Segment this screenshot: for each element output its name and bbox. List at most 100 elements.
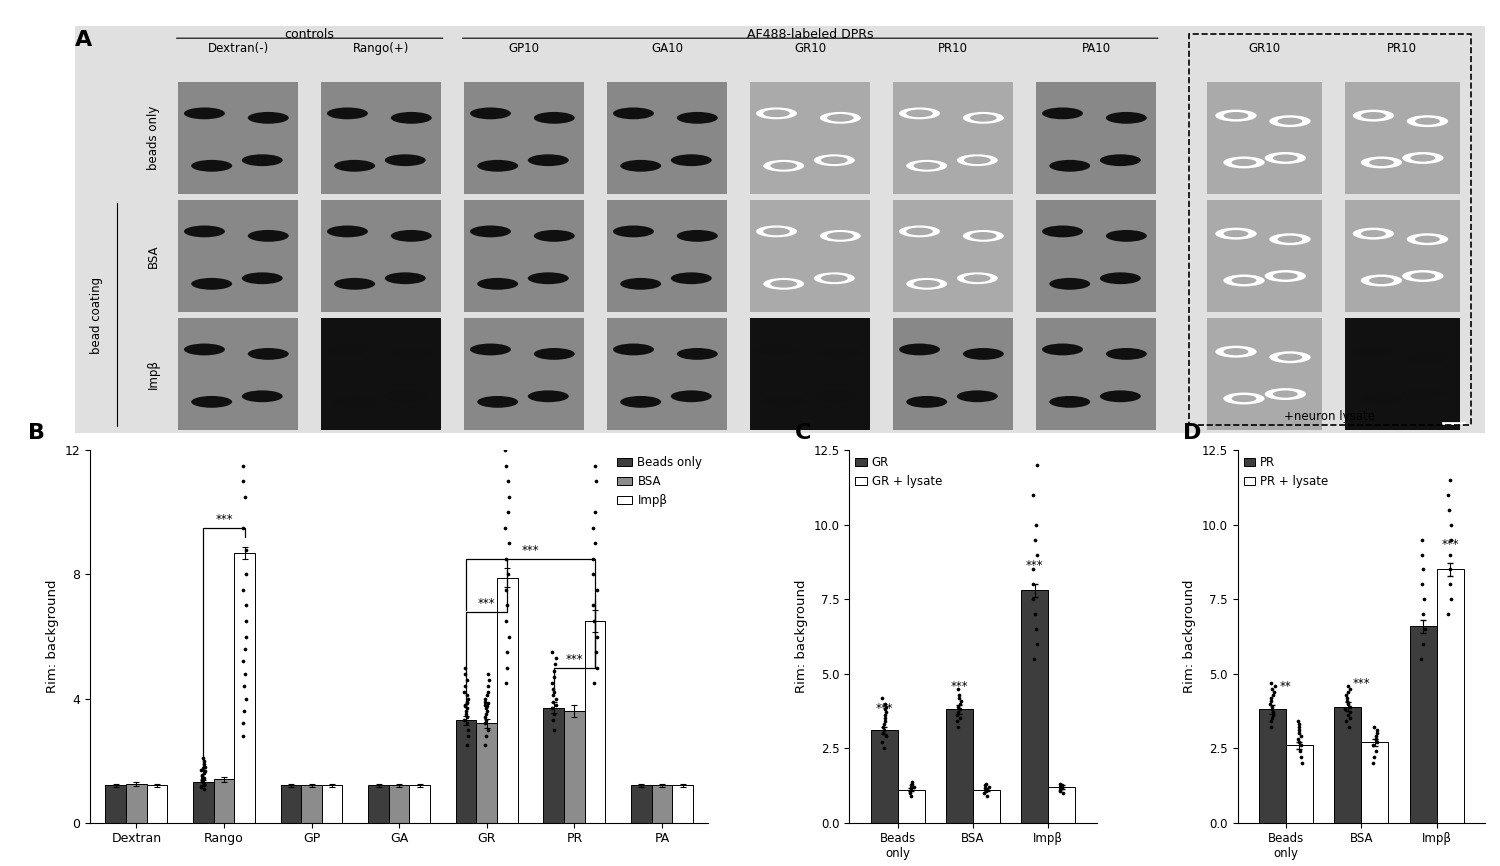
Bar — [1036, 318, 1156, 430]
Circle shape — [1353, 346, 1394, 358]
Circle shape — [1106, 348, 1148, 359]
Point — [544, 692, 568, 706]
Text: PR10: PR10 — [938, 42, 968, 55]
Bar — [1036, 82, 1156, 194]
Point — [1287, 723, 1311, 737]
Point — [1362, 756, 1386, 770]
Point — [871, 727, 895, 740]
Point — [898, 781, 922, 795]
Point — [1365, 723, 1389, 737]
Circle shape — [821, 275, 848, 282]
Bar — [178, 318, 298, 430]
Text: BSA: BSA — [147, 244, 159, 268]
Circle shape — [614, 107, 654, 120]
Point — [231, 521, 255, 535]
Text: GR10: GR10 — [1248, 42, 1281, 55]
Point — [1258, 691, 1282, 705]
Text: Dextran(-): Dextran(-) — [207, 42, 268, 55]
Point — [873, 702, 897, 716]
Point — [584, 475, 608, 488]
Circle shape — [906, 160, 946, 171]
Point — [1408, 652, 1432, 666]
Point — [474, 708, 498, 721]
Point — [494, 443, 517, 457]
Circle shape — [392, 348, 432, 359]
Circle shape — [334, 278, 375, 290]
Point — [582, 521, 606, 535]
Point — [494, 614, 517, 628]
Circle shape — [528, 391, 568, 402]
Circle shape — [1269, 352, 1311, 363]
Circle shape — [392, 112, 432, 124]
Point — [496, 536, 520, 551]
Point — [542, 714, 566, 727]
Point — [542, 670, 566, 684]
Point — [948, 696, 972, 710]
Bar — [410, 785, 430, 823]
Point — [1286, 733, 1310, 746]
Circle shape — [334, 160, 375, 171]
Bar — [870, 730, 897, 823]
Text: **: ** — [1280, 681, 1292, 694]
Point — [476, 704, 500, 718]
Point — [975, 783, 999, 797]
Bar — [213, 779, 234, 823]
Circle shape — [386, 272, 426, 284]
Point — [1260, 721, 1284, 734]
Point — [1263, 679, 1287, 693]
Point — [1362, 721, 1386, 734]
Point — [192, 766, 216, 780]
Point — [898, 779, 922, 792]
Point — [232, 679, 256, 693]
Bar — [1022, 591, 1048, 823]
Point — [231, 716, 255, 730]
Legend: Beads only, BSA, Impβ: Beads only, BSA, Impβ — [618, 456, 702, 507]
Y-axis label: Rim: background: Rim: background — [1184, 579, 1197, 694]
Circle shape — [184, 344, 225, 355]
Legend: PR, PR + lysate: PR, PR + lysate — [1244, 456, 1329, 488]
Point — [476, 667, 500, 681]
Point — [474, 729, 498, 743]
Point — [1362, 750, 1386, 764]
Point — [1365, 727, 1389, 740]
Point — [1410, 533, 1434, 546]
Bar — [1344, 200, 1460, 312]
Circle shape — [528, 154, 568, 166]
Text: GP10: GP10 — [509, 42, 540, 55]
Point — [190, 772, 214, 786]
Circle shape — [957, 391, 998, 402]
Point — [1024, 622, 1048, 636]
Point — [1436, 488, 1460, 502]
Circle shape — [764, 228, 790, 236]
Point — [1365, 744, 1389, 758]
Point — [1365, 735, 1389, 749]
Circle shape — [534, 348, 574, 359]
Circle shape — [815, 154, 855, 166]
Point — [974, 781, 998, 795]
Circle shape — [1215, 110, 1257, 121]
Point — [870, 735, 894, 749]
Circle shape — [898, 225, 940, 237]
Circle shape — [620, 278, 662, 290]
Point — [975, 789, 999, 803]
Point — [472, 710, 496, 724]
Point — [456, 692, 480, 706]
Point — [494, 459, 517, 473]
Point — [1262, 708, 1286, 722]
Point — [192, 761, 216, 775]
Circle shape — [1278, 118, 1302, 125]
Text: AF488-labeled DPRs: AF488-labeled DPRs — [747, 28, 873, 41]
Point — [1260, 712, 1284, 726]
Circle shape — [764, 160, 804, 171]
Circle shape — [821, 157, 848, 164]
Circle shape — [248, 348, 288, 359]
Point — [582, 506, 606, 520]
Point — [974, 777, 998, 791]
Point — [231, 475, 255, 488]
Circle shape — [1360, 112, 1386, 120]
Circle shape — [970, 114, 996, 122]
Point — [1287, 717, 1311, 731]
Circle shape — [898, 107, 940, 120]
Bar — [126, 784, 147, 823]
Circle shape — [386, 391, 426, 402]
